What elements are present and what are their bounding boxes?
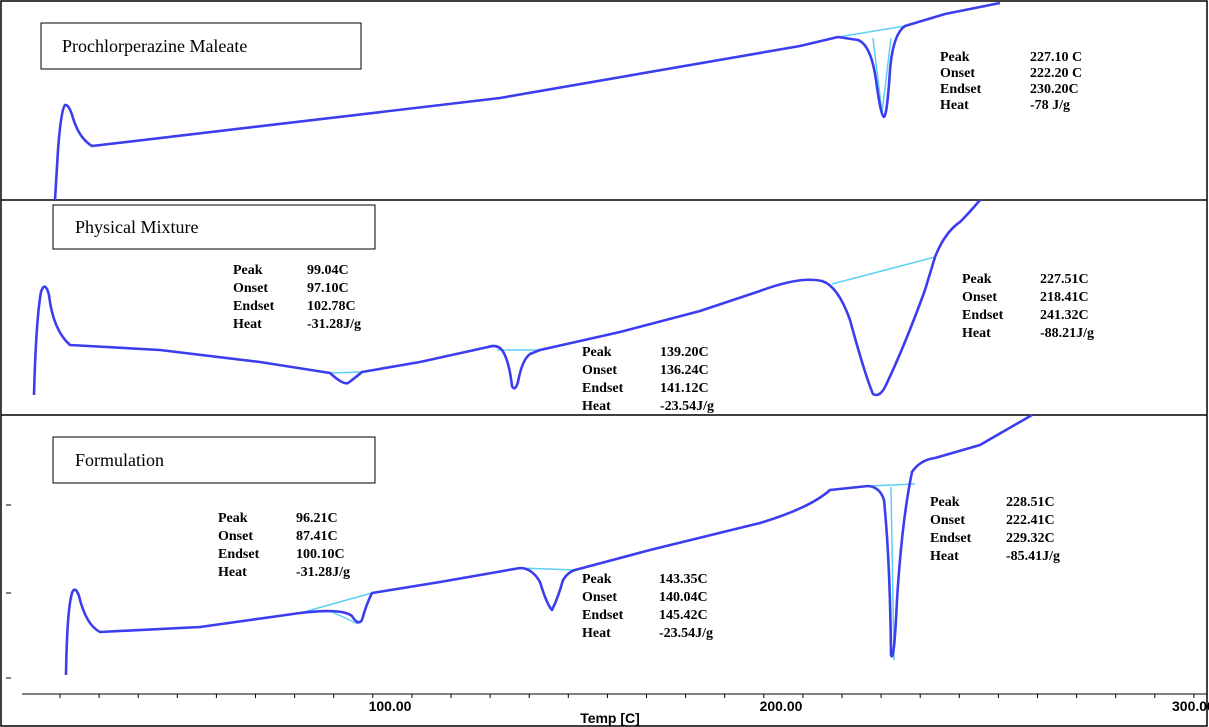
annotation-value-peak: 227.51C	[1040, 272, 1089, 287]
annotation-key-heat: Heat	[940, 98, 969, 113]
annotation-value-endset: 102.78C	[307, 299, 356, 314]
peak-annotation: Peak 227.51C Onset 218.41C Endset 241.32C Heat…	[962, 272, 1094, 341]
annotation-value-peak: 228.51C	[1006, 495, 1055, 510]
x-tick-label-100: 100.00	[369, 698, 412, 714]
annotation-key-endset: Endset	[940, 82, 982, 97]
annotation-value-peak: 96.21C	[296, 511, 338, 526]
annotation-value-onset: 87.41C	[296, 529, 338, 544]
x-tick-label-300: 300.00	[1172, 698, 1209, 714]
annotation-key-endset: Endset	[582, 608, 624, 623]
panel-label-box	[40, 22, 362, 70]
annotation-value-endset: 141.12C	[660, 381, 709, 396]
annotation-key-onset: Onset	[940, 66, 975, 81]
dsc-curve-physical-mixture	[32, 199, 981, 397]
peak-annotation: Peak 99.04C Onset 97.10C Endset 102.78C Heat -3…	[233, 263, 361, 332]
annotation-key-peak: Peak	[218, 511, 248, 526]
annotation-key-heat: Heat	[582, 399, 611, 414]
peak-annotations: Peak 227.10 C Onset 222.20 C Endset 230.20C He…	[218, 50, 1094, 641]
panel-prochlorperazine-maleate: Prochlorperazine Maleate	[40, 1, 1001, 201]
annotation-value-peak: 99.04C	[307, 263, 349, 278]
peak-annotation: Peak 139.20C Onset 136.24C Endset 141.12C Heat…	[582, 345, 714, 414]
x-axis: 100.00 200.00 300.00 Temp [C]	[6, 504, 1209, 726]
annotation-key-onset: Onset	[582, 363, 617, 378]
annotation-value-endset: 230.20C	[1030, 82, 1079, 97]
panel-label: Physical Mixture	[75, 217, 199, 237]
annotation-key-endset: Endset	[930, 531, 972, 546]
x-axis-title: Temp [C]	[580, 710, 640, 726]
annotation-key-onset: Onset	[233, 281, 268, 296]
baseline-construction-line	[329, 256, 936, 374]
annotation-key-onset: Onset	[582, 590, 617, 605]
dsc-curve-prochlorperazine-maleate	[53, 1, 1001, 201]
annotation-key-peak: Peak	[962, 272, 992, 287]
panel-label: Formulation	[75, 450, 164, 470]
annotation-key-endset: Endset	[218, 547, 260, 562]
panel-label: Prochlorperazine Maleate	[62, 36, 247, 56]
annotation-key-heat: Heat	[962, 326, 991, 341]
panel-label-box	[52, 204, 376, 250]
x-tick-label-200: 200.00	[760, 698, 803, 714]
annotation-key-peak: Peak	[582, 572, 612, 587]
annotation-key-heat: Heat	[218, 565, 247, 580]
annotation-value-endset: 145.42C	[659, 608, 708, 623]
annotation-value-heat: -31.28J/g	[296, 565, 350, 580]
panel-label-box	[52, 436, 376, 484]
annotation-value-peak: 227.10 C	[1030, 50, 1082, 65]
annotation-value-onset: 140.04C	[659, 590, 708, 605]
panel-physical-mixture: Physical Mixture	[32, 199, 981, 397]
annotation-value-peak: 143.35C	[659, 572, 708, 587]
annotation-value-heat: -78 J/g	[1030, 98, 1070, 113]
peak-annotation: Peak 228.51C Onset 222.41C Endset 229.32C Heat…	[930, 495, 1060, 564]
annotation-key-onset: Onset	[218, 529, 253, 544]
annotation-key-onset: Onset	[962, 290, 997, 305]
annotation-value-onset: 97.10C	[307, 281, 349, 296]
annotation-key-endset: Endset	[962, 308, 1004, 323]
annotation-value-endset: 100.10C	[296, 547, 345, 562]
annotation-key-peak: Peak	[582, 345, 612, 360]
baseline-construction-line	[837, 25, 906, 114]
annotation-value-heat: -23.54J/g	[659, 626, 713, 641]
annotation-key-peak: Peak	[940, 50, 970, 65]
baseline-construction-line	[299, 483, 916, 661]
annotation-value-onset: 222.41C	[1006, 513, 1055, 528]
annotation-key-endset: Endset	[233, 299, 275, 314]
annotation-value-endset: 241.32C	[1040, 308, 1089, 323]
annotation-key-heat: Heat	[582, 626, 611, 641]
annotation-key-peak: Peak	[233, 263, 263, 278]
peak-annotation: Peak 227.10 C Onset 222.20 C Endset 230.20C He…	[940, 50, 1082, 113]
panel-formulation: Formulation	[52, 413, 1033, 676]
annotation-value-onset: 218.41C	[1040, 290, 1089, 305]
annotation-key-onset: Onset	[930, 513, 965, 528]
annotation-value-peak: 139.20C	[660, 345, 709, 360]
annotation-value-heat: -88.21J/g	[1040, 326, 1094, 341]
annotation-key-heat: Heat	[930, 549, 959, 564]
annotation-key-endset: Endset	[582, 381, 624, 396]
annotation-value-heat: -23.54J/g	[660, 399, 714, 414]
annotation-value-heat: -85.41J/g	[1006, 549, 1060, 564]
x-axis-minor-ticks	[59, 694, 1195, 698]
peak-annotation: Peak 96.21C Onset 87.41C Endset 100.10C Heat -3…	[218, 511, 350, 580]
annotation-key-peak: Peak	[930, 495, 960, 510]
annotation-value-onset: 222.20 C	[1030, 66, 1082, 81]
annotation-value-heat: -31.28J/g	[307, 317, 361, 332]
annotation-value-onset: 136.24C	[660, 363, 709, 378]
annotation-key-heat: Heat	[233, 317, 262, 332]
peak-annotation: Peak 143.35C Onset 140.04C Endset 145.42C Heat…	[582, 572, 713, 641]
annotation-value-endset: 229.32C	[1006, 531, 1055, 546]
dsc-curve-formulation	[64, 413, 1033, 676]
